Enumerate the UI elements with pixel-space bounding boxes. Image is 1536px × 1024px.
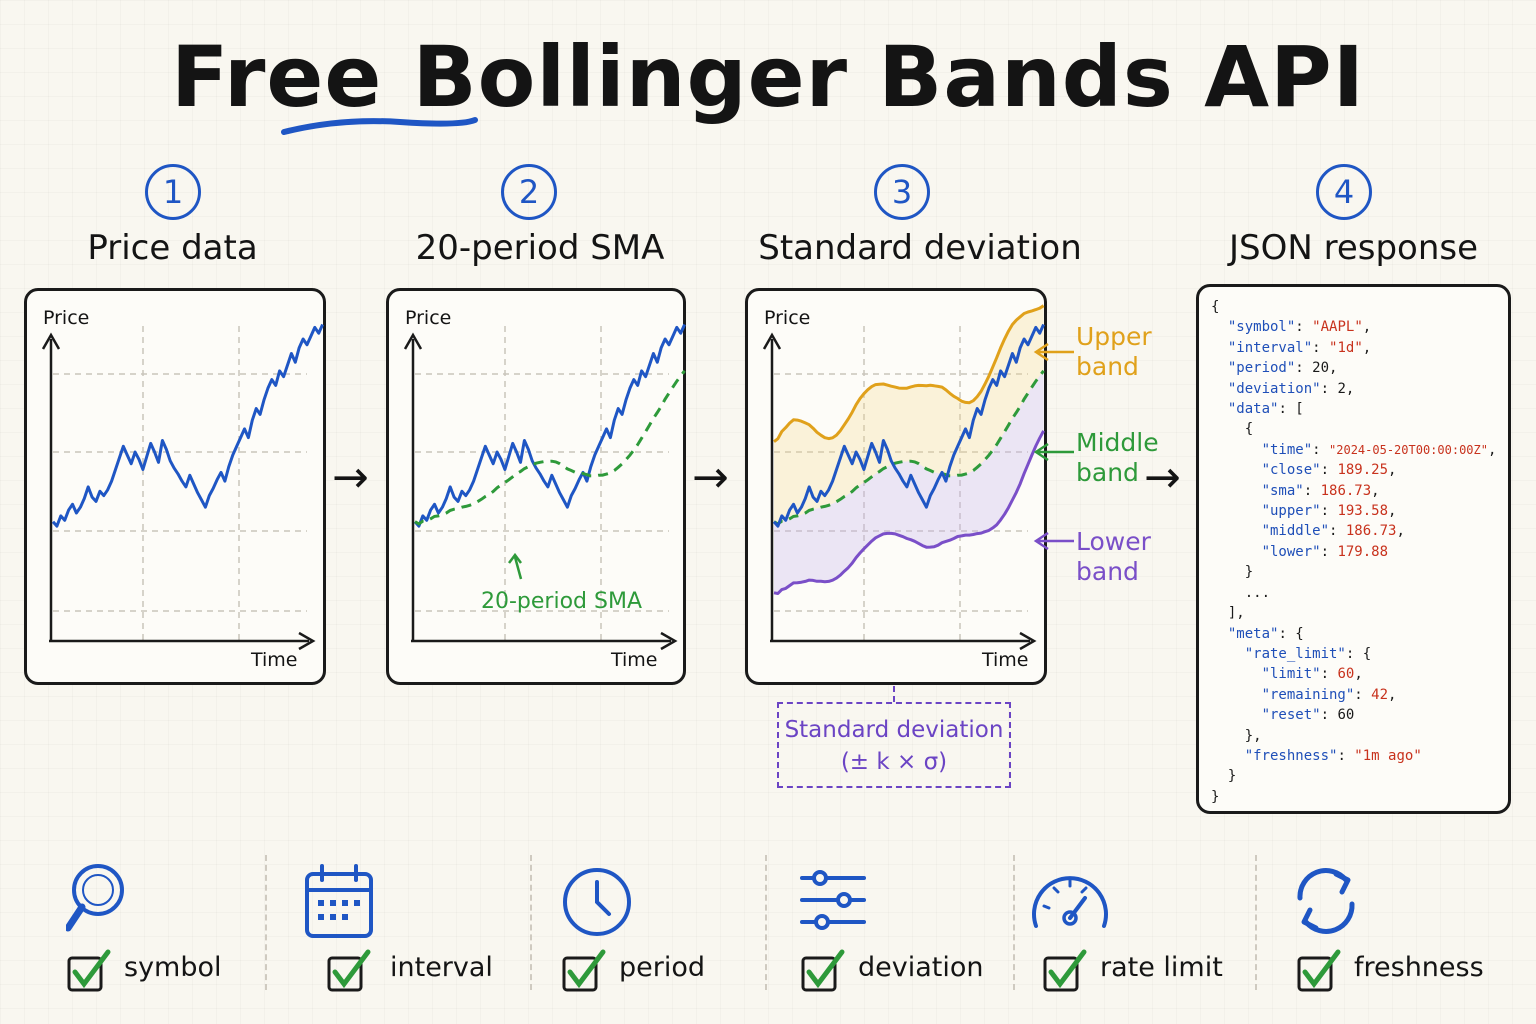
step-2-number: 2	[501, 164, 557, 220]
title-underline	[281, 117, 478, 135]
stddev-note: Standard deviation (± k × σ)	[777, 702, 1011, 788]
stddev-note-line1: Standard deviation	[784, 717, 1004, 743]
bands-panel: Price Time	[745, 288, 1047, 685]
sma-panel: Price Time 20-period SMA	[386, 288, 686, 685]
flow-arrow-2: →	[692, 452, 729, 503]
flow-arrow-3: →	[1144, 452, 1181, 503]
feature-label: symbol	[124, 952, 222, 983]
checkbox-checked-icon	[327, 949, 371, 992]
sma-chart	[403, 323, 686, 651]
feature-rate-limit: rate limit	[1032, 860, 1242, 1000]
step-4-label: JSON response	[1228, 228, 1479, 268]
checkbox-checked-icon	[1043, 949, 1087, 992]
lower-band-label: Lower band	[1076, 527, 1151, 586]
grid-lines	[53, 326, 307, 641]
feature-divider	[1013, 855, 1015, 990]
feature-label: period	[619, 952, 706, 983]
step-1-label: Price data	[87, 228, 258, 268]
step-2-label: 20-period SMA	[415, 228, 665, 268]
sliders-icon	[800, 870, 866, 930]
y-axis-label: Price	[405, 307, 452, 329]
x-axis-label: Time	[982, 649, 1029, 671]
sma-annotation: 20-period SMA	[481, 589, 643, 614]
feature-period: period	[561, 860, 761, 1000]
stddev-note-line2: (± k × σ)	[840, 749, 948, 775]
feature-label: freshness	[1354, 952, 1484, 983]
checkbox-checked-icon	[801, 949, 845, 992]
checkbox-checked-icon	[562, 949, 606, 992]
magnifier-icon	[66, 864, 124, 932]
upper-band-fill	[774, 305, 1044, 524]
feature-freshness: freshness	[1296, 860, 1516, 1000]
json-response-panel: { "symbol": "AAPL", "interval": "1d", "p…	[1196, 284, 1511, 814]
y-axis-label: Price	[43, 307, 90, 329]
feature-label: interval	[390, 952, 493, 983]
checkbox-checked-icon	[67, 949, 111, 992]
feature-divider	[1255, 855, 1257, 990]
feature-label: rate limit	[1100, 952, 1223, 983]
feature-divider	[765, 855, 767, 990]
flow-arrow-1: →	[332, 452, 369, 503]
upper-band-line	[773, 304, 1045, 443]
price-data-panel: Price Time	[24, 288, 326, 685]
gauge-icon	[1032, 876, 1108, 928]
clock-icon	[563, 868, 631, 936]
feature-deviation: deviation	[800, 860, 1000, 1000]
sma-line	[414, 369, 686, 526]
feature-label: deviation	[858, 952, 984, 983]
lower-band-line	[773, 430, 1045, 595]
step-4-number: 4	[1316, 164, 1372, 220]
stddev-connector	[893, 686, 895, 702]
checkbox-checked-icon	[1297, 949, 1341, 992]
refresh-icon	[1297, 868, 1355, 934]
upper-band-label: Upper band	[1076, 322, 1152, 381]
y-axis-label: Price	[764, 307, 811, 329]
y-axis-arrow	[41, 332, 61, 350]
step-3-label: Standard deviation	[758, 228, 1082, 268]
feature-divider	[530, 855, 532, 990]
price-chart	[41, 323, 324, 651]
x-axis-label: Time	[251, 649, 298, 671]
middle-band-label: Middle band	[1076, 428, 1159, 487]
feature-symbol: symbol	[66, 860, 256, 1000]
price-line	[51, 323, 324, 528]
band-callout-arrows	[1033, 342, 1074, 551]
json-code: { "symbol": "AAPL", "interval": "1d", "p…	[1211, 299, 1497, 805]
step-1-number: 1	[145, 164, 201, 220]
feature-interval: interval	[305, 860, 526, 1000]
calendar-icon	[305, 864, 373, 938]
step-3-number: 3	[874, 164, 930, 220]
price-line	[772, 323, 1045, 528]
middle-band-line	[773, 369, 1045, 526]
bands-chart	[762, 304, 1045, 651]
price-line	[413, 323, 686, 528]
x-axis-arrow	[298, 631, 316, 651]
page-title: Free Bollinger Bands API	[170, 28, 1365, 126]
feature-divider	[265, 855, 267, 990]
sma-pointer-arrow	[508, 552, 523, 580]
x-axis-label: Time	[611, 649, 658, 671]
